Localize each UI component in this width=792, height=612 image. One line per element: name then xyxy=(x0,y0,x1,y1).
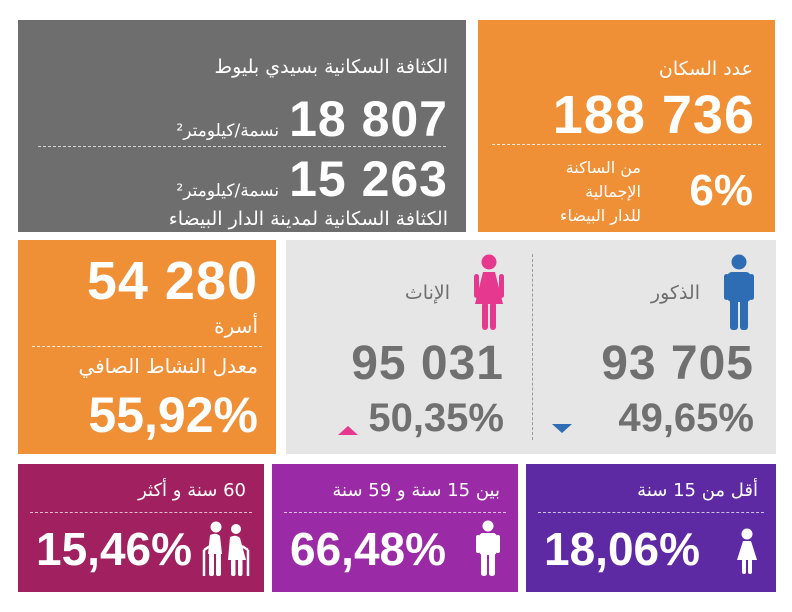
population-value: 188 736 xyxy=(552,85,755,145)
age-under-15-divider xyxy=(538,512,764,513)
male-value: 93 705 xyxy=(601,337,754,390)
age-60-plus-divider xyxy=(30,512,252,513)
female-icon xyxy=(474,254,504,330)
age-60-plus-panel: 60 سنة و أكثر 15,46% xyxy=(18,464,264,592)
households-value: 54 280 xyxy=(86,251,258,311)
population-share-pct: 6% xyxy=(689,166,753,215)
male-column: الذكور 93 705 49,65% xyxy=(536,240,776,454)
female-label: الإناث xyxy=(404,282,450,304)
local-density-value: 18 807 xyxy=(289,91,448,147)
female-pct: 50,35% xyxy=(368,396,504,440)
female-value: 95 031 xyxy=(351,337,504,390)
activity-rate-value: 55,92% xyxy=(88,387,258,443)
activity-rate-label: معدل النشاط الصافي xyxy=(78,354,258,378)
local-density-title: الكثافة السكانية بسيدي بليوط xyxy=(214,56,449,78)
share-text-line-2: الإجمالية xyxy=(585,182,641,201)
city-density-row: 15 263 نسمة/كيلومتر² xyxy=(176,150,448,208)
male-icon xyxy=(724,254,754,330)
population-panel: عدد السكان 188 736 6% من الساكنة الإجمال… xyxy=(478,20,775,232)
age-15-59-panel: بين 15 سنة و 59 سنة 66,48% xyxy=(272,464,518,592)
age-15-59-divider xyxy=(284,512,506,513)
male-pct: 49,65% xyxy=(618,396,754,440)
gender-panel: الذكور 93 705 49,65% الإناث xyxy=(286,240,776,454)
elderly-couple-icon xyxy=(202,520,250,580)
age-15-59-label: بين 15 سنة و 59 سنة xyxy=(332,480,500,501)
local-density-row: 18 807 نسمة/كيلومتر² xyxy=(176,90,448,148)
child-icon xyxy=(736,528,758,578)
age-under-15-panel: أقل من 15 سنة 18,06% xyxy=(526,464,776,592)
female-column: الإناث 95 031 50,35% xyxy=(286,240,526,454)
age-60-plus-pct: 15,46% xyxy=(36,523,193,575)
up-arrow-icon xyxy=(338,426,358,435)
population-divider xyxy=(492,144,761,145)
down-arrow-icon xyxy=(552,424,572,433)
city-density-unit: نسمة/كيلومتر² xyxy=(176,181,280,201)
local-density-unit: نسمة/كيلومتر² xyxy=(176,121,280,141)
density-panel: الكثافة السكانية بسيدي بليوط 18 807 نسمة… xyxy=(18,20,466,232)
households-panel: 54 280 أسرة معدل النشاط الصافي 55,92% xyxy=(18,240,276,454)
male-label: الذكور xyxy=(650,282,700,304)
age-under-15-label: أقل من 15 سنة xyxy=(637,480,758,501)
households-label: أسرة xyxy=(214,314,258,338)
age-15-59-pct: 66,48% xyxy=(290,523,447,575)
share-text-line-1: من الساكنة xyxy=(565,158,641,177)
city-density-value: 15 263 xyxy=(289,151,448,207)
density-divider xyxy=(38,146,446,147)
gender-divider xyxy=(532,254,533,440)
share-text-line-3: للدار البيضاء xyxy=(559,206,641,225)
age-60-plus-label: 60 سنة و أكثر xyxy=(138,480,246,501)
population-label: عدد السكان xyxy=(658,58,753,80)
population-share-text: من الساكنة الإجمالية للدار البيضاء xyxy=(521,156,641,228)
households-divider xyxy=(32,346,262,347)
city-density-title: الكثافة السكانية لمدينة الدار البيضاء xyxy=(168,208,448,230)
age-under-15-pct: 18,06% xyxy=(544,523,701,575)
adult-icon xyxy=(476,520,500,580)
